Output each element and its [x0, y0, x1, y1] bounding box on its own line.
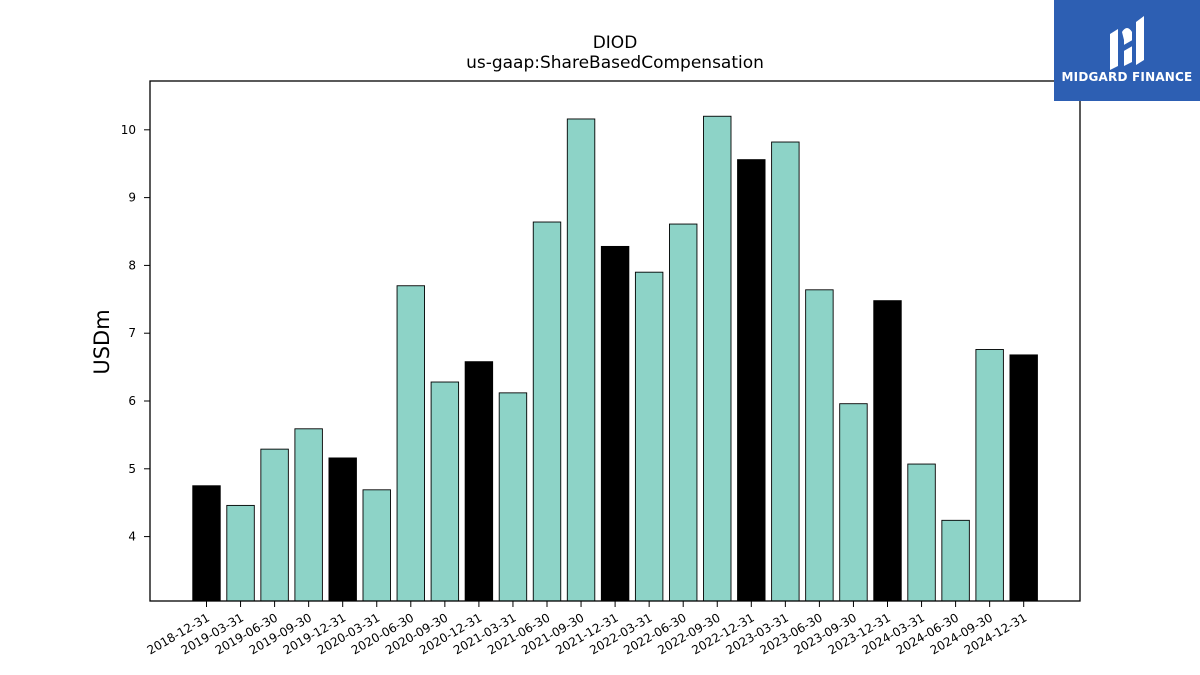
brand-logo: MIDGARD FINANCE: [1054, 0, 1200, 101]
bar-2021-03-31: [498, 392, 528, 602]
bar-2019-06-30: [260, 448, 289, 602]
bar-2020-03-31: [362, 489, 391, 602]
bar-2023-06-30: [805, 289, 834, 602]
bar-2021-09-30: [566, 118, 596, 602]
bar-2021-06-30: [532, 221, 562, 602]
y-tick-label: 6: [128, 394, 136, 408]
y-tick-label: 4: [128, 530, 136, 544]
bar-2019-03-31: [226, 504, 255, 602]
y-tick-label: 10: [121, 123, 136, 137]
bars-group: [192, 115, 1038, 602]
y-axis-label: USDm: [90, 309, 114, 374]
bar-2020-12-31: [464, 361, 494, 602]
bar-2022-03-31: [634, 271, 664, 602]
bar-2022-06-30: [669, 223, 698, 602]
y-axis-ticks: 4 5 6 7 8 9 10: [121, 123, 150, 544]
bar-2020-06-30: [396, 285, 425, 602]
bar-2022-12-31: [737, 159, 766, 602]
bar-2018-12-31: [192, 485, 221, 602]
chart-subtitle: us-gaap:ShareBasedCompensation: [466, 53, 764, 73]
y-tick-label: 8: [128, 258, 136, 272]
midgard-logo-icon: [1110, 16, 1144, 70]
x-axis-ticks: 2018-12-312019-03-312019-06-302019-09-30…: [145, 601, 1029, 657]
plot-frame: [149, 80, 1081, 602]
bar-2022-09-30: [703, 115, 732, 602]
bar-2024-09-30: [975, 349, 1004, 602]
bar-2020-09-30: [430, 381, 460, 602]
y-tick-label: 9: [128, 191, 136, 205]
bar-2023-12-31: [873, 300, 902, 602]
y-tick-label: 7: [128, 326, 136, 340]
bar-2024-03-31: [907, 463, 936, 602]
logo-text: MIDGARD FINANCE: [1061, 70, 1193, 84]
bar-2021-12-31: [600, 245, 630, 602]
bar-2023-09-30: [839, 403, 868, 602]
y-tick-label: 5: [128, 462, 136, 476]
bar-2019-09-30: [294, 428, 323, 602]
bar-2019-12-31: [328, 457, 357, 602]
bar-2024-12-31: [1009, 354, 1038, 602]
bar-2024-06-30: [941, 519, 970, 602]
chart-title: DIOD: [593, 33, 638, 53]
bar-2023-03-31: [771, 141, 800, 602]
